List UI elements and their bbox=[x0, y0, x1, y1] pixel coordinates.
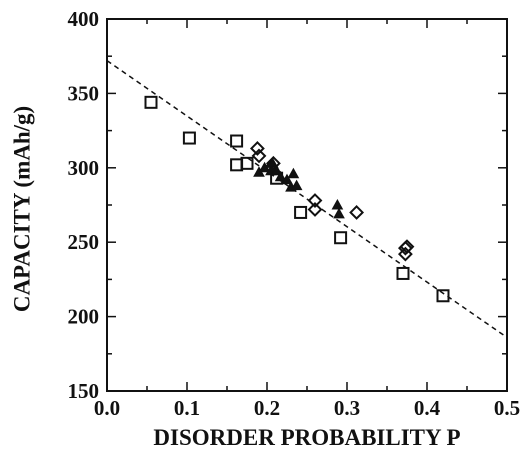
data-point-diamond bbox=[349, 205, 365, 220]
data-point-diamond bbox=[397, 246, 413, 262]
x-tick-label: 0.1 bbox=[174, 396, 200, 420]
data-point-square bbox=[230, 134, 244, 148]
x-tick-label: 0.5 bbox=[494, 396, 520, 420]
y-tick-label: 200 bbox=[68, 305, 100, 329]
data-point-triangle bbox=[274, 170, 287, 182]
fit-line-layer bbox=[106, 60, 508, 339]
data-point-square bbox=[396, 266, 410, 280]
data-point-diamond bbox=[251, 148, 267, 164]
tick-labels: 0.0 0.1 0.2 0.3 0.4 0.5 150 200 250 300 350 400 bbox=[68, 7, 521, 420]
data-point-square bbox=[436, 289, 450, 303]
data-point-triangle bbox=[281, 173, 293, 185]
data-point-triangle bbox=[290, 179, 303, 191]
data-point-square bbox=[240, 156, 254, 170]
data-point-triangle bbox=[266, 157, 279, 168]
data-point-diamond bbox=[307, 202, 323, 217]
data-point-diamond bbox=[399, 239, 415, 255]
data-point-square bbox=[334, 231, 348, 245]
data-point-square bbox=[230, 158, 244, 172]
y-tick-label: 400 bbox=[68, 7, 100, 31]
data-point-triangle bbox=[333, 207, 345, 219]
y-tick-label: 150 bbox=[68, 379, 100, 403]
y-tick-label: 250 bbox=[68, 230, 100, 254]
data-point-triangle bbox=[287, 167, 300, 179]
y-tick-label: 350 bbox=[68, 81, 100, 105]
y-axis-label: CAPACITY (mAh/g) bbox=[9, 106, 34, 312]
fit-line bbox=[106, 60, 508, 339]
data-points bbox=[144, 95, 450, 303]
x-tick-label: 0.3 bbox=[334, 396, 360, 420]
data-point-triangle bbox=[331, 198, 344, 210]
plot-frame bbox=[106, 18, 508, 392]
data-point-diamond bbox=[307, 193, 323, 208]
x-tick-label: 0.0 bbox=[94, 396, 120, 420]
x-tick-label: 0.4 bbox=[414, 396, 441, 420]
axis-ticks bbox=[106, 18, 508, 392]
data-point-square bbox=[294, 205, 308, 219]
x-axis-label: DISORDER PROBABILITY P bbox=[153, 425, 460, 450]
data-point-diamond bbox=[249, 141, 265, 156]
y-tick-label: 300 bbox=[68, 156, 100, 180]
data-point-square bbox=[182, 131, 196, 145]
data-point-triangle bbox=[270, 164, 283, 176]
x-tick-label: 0.2 bbox=[254, 396, 280, 420]
data-point-square bbox=[144, 95, 158, 109]
